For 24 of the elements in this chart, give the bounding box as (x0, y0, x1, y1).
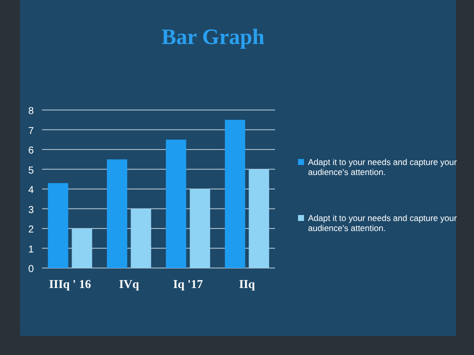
y-tick-label: 0 (28, 264, 34, 275)
y-tick-label: 6 (28, 146, 34, 156)
y-tick-label: 5 (28, 165, 34, 176)
bar (224, 120, 246, 268)
chart-title: Bar Graph (162, 24, 264, 49)
bar (72, 228, 92, 268)
bar (248, 169, 270, 268)
x-tick-label: IVq (119, 277, 140, 291)
bar (130, 208, 152, 268)
legend-label: Adapt it to your needs and capture your audience's attention. (308, 213, 458, 233)
bar (190, 189, 210, 268)
bar (48, 183, 68, 268)
y-tick-label: 7 (28, 126, 34, 137)
bar (106, 159, 128, 268)
y-tick-label: 3 (28, 204, 34, 216)
x-tick-label: IIIq ' 16 (49, 277, 92, 291)
legend-label: Adapt it to your needs and capture your audience's attention. (308, 157, 458, 177)
y-tick-label: 8 (28, 106, 34, 117)
x-tick-label: Iq '17 (173, 277, 203, 291)
y-tick-label: 4 (28, 185, 34, 196)
y-tick-label: 1 (28, 244, 34, 256)
x-tick-label: IIq (238, 277, 256, 291)
bar (166, 140, 186, 268)
y-tick-label: 2 (28, 224, 34, 236)
